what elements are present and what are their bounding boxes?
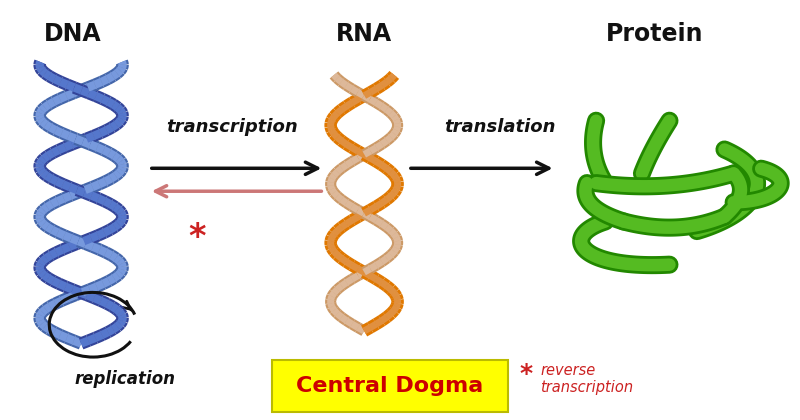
Text: DNA: DNA — [44, 22, 102, 46]
Text: *: * — [188, 220, 206, 254]
Text: transcription: transcription — [166, 118, 298, 136]
Text: replication: replication — [74, 370, 175, 388]
FancyBboxPatch shape — [273, 360, 508, 412]
Text: RNA: RNA — [336, 22, 392, 46]
Text: translation: translation — [444, 118, 555, 136]
Text: reverse
transcription: reverse transcription — [540, 363, 634, 395]
Text: Central Dogma: Central Dogma — [296, 376, 483, 396]
Text: Protein: Protein — [606, 22, 704, 46]
Text: *: * — [519, 362, 533, 386]
